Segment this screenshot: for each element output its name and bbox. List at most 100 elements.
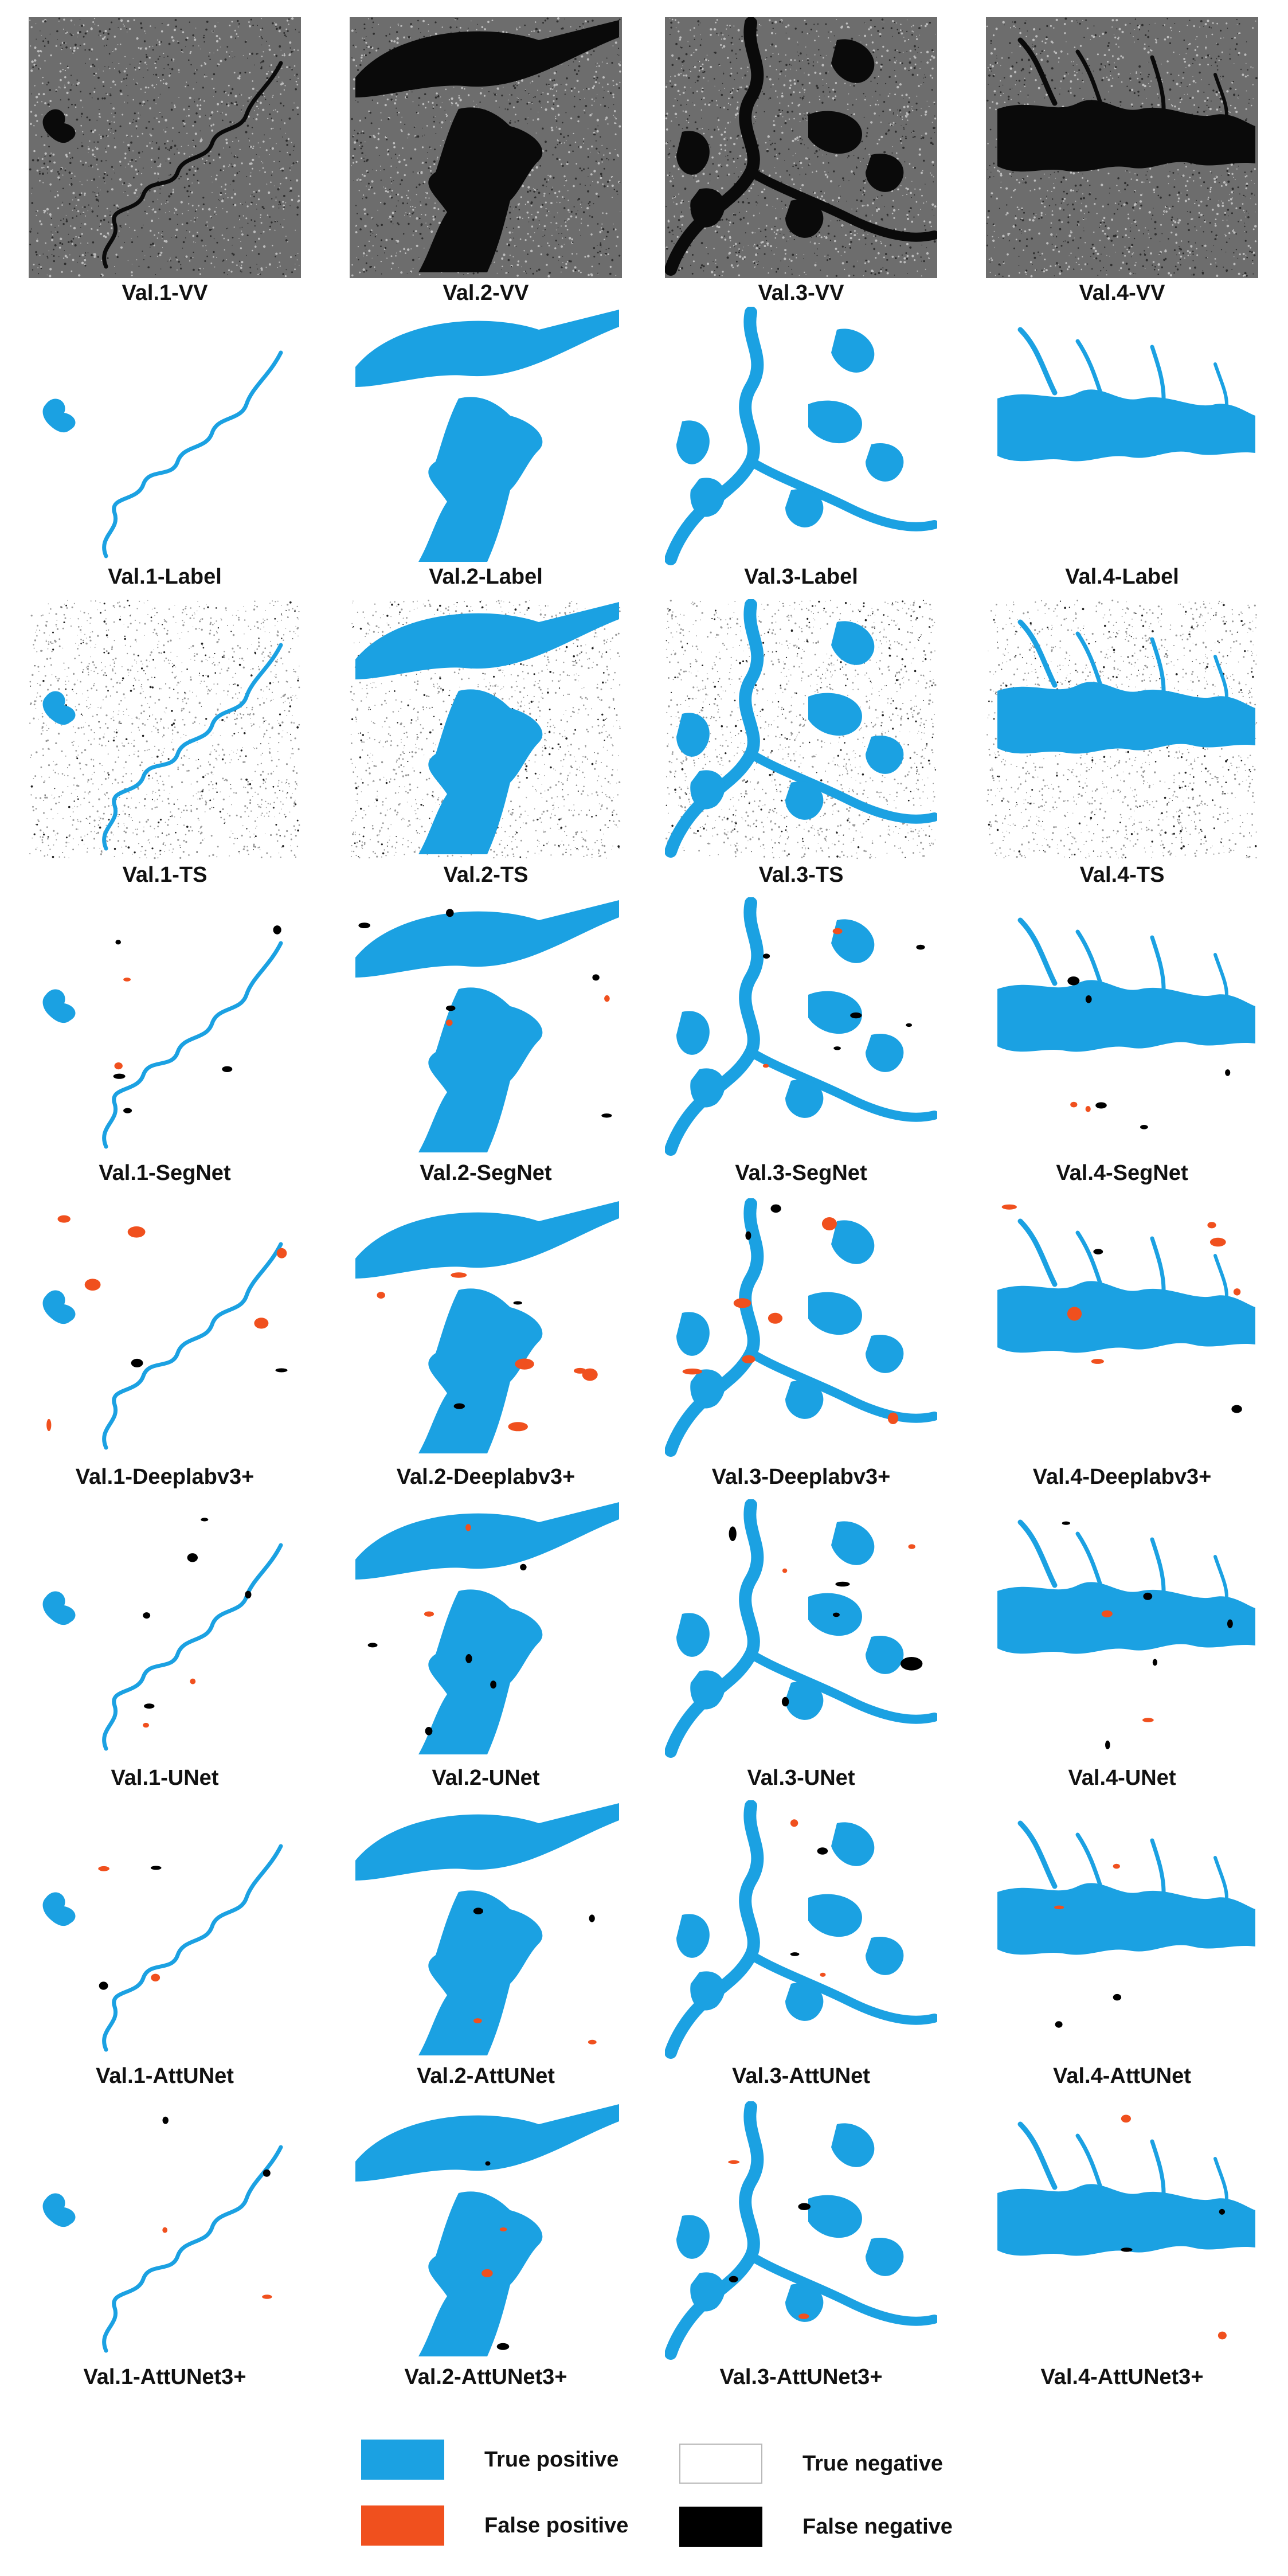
sar-bright-speckle bbox=[528, 101, 530, 104]
sar-dark-speckle bbox=[508, 122, 511, 124]
sar-bright-speckle bbox=[1130, 79, 1132, 81]
sar-bright-speckle bbox=[144, 61, 146, 64]
sar-dark-speckle bbox=[182, 241, 185, 244]
sar-bright-speckle bbox=[412, 101, 414, 103]
sar-bright-speckle bbox=[1091, 34, 1093, 37]
sar-bright-speckle bbox=[1015, 239, 1017, 241]
sar-dark-speckle bbox=[92, 241, 95, 244]
sar-bright-speckle bbox=[548, 245, 550, 247]
sar-bright-speckle bbox=[762, 267, 764, 268]
sar-bright-speckle bbox=[512, 106, 515, 108]
sar-dark-speckle bbox=[934, 103, 935, 105]
sar-dark-speckle bbox=[365, 262, 367, 264]
sar-dark-speckle bbox=[700, 242, 703, 244]
sar-bright-speckle bbox=[819, 234, 821, 236]
sar-dark-speckle bbox=[707, 253, 709, 255]
sar-bright-speckle bbox=[97, 25, 99, 26]
sar-bright-speckle bbox=[112, 132, 114, 134]
sar-bright-speckle bbox=[385, 239, 388, 241]
sar-bright-speckle bbox=[1233, 263, 1236, 265]
sar-dark-speckle bbox=[296, 213, 299, 216]
sar-dark-speckle bbox=[238, 215, 241, 217]
sar-dark-speckle bbox=[733, 173, 735, 174]
sar-dark-speckle bbox=[82, 163, 84, 166]
sar-bright-speckle bbox=[918, 153, 921, 156]
sar-bright-speckle bbox=[816, 30, 818, 32]
sar-bright-speckle bbox=[600, 177, 602, 179]
sar-bright-speckle bbox=[516, 28, 518, 29]
sar-bright-speckle bbox=[721, 236, 723, 239]
sar-bright-speckle bbox=[519, 238, 522, 240]
sar-bright-speckle bbox=[702, 63, 704, 65]
sar-dark-speckle bbox=[570, 210, 573, 213]
sar-bright-speckle bbox=[596, 66, 598, 67]
sar-dark-speckle bbox=[76, 84, 77, 87]
sar-dark-speckle bbox=[167, 56, 169, 57]
sar-bright-speckle bbox=[135, 169, 137, 171]
sar-dark-speckle bbox=[874, 25, 876, 28]
sar-bright-speckle bbox=[228, 84, 230, 87]
sar-bright-speckle bbox=[355, 46, 357, 48]
sar-dark-speckle bbox=[863, 93, 864, 95]
sar-bright-speckle bbox=[222, 208, 224, 209]
sar-bright-speckle bbox=[1240, 219, 1242, 221]
sar-dark-speckle bbox=[820, 54, 821, 56]
sar-dark-speckle bbox=[911, 132, 913, 133]
sar-dark-speckle bbox=[97, 97, 99, 100]
sar-bright-speckle bbox=[424, 248, 425, 249]
sar-bright-speckle bbox=[871, 41, 874, 44]
sar-bright-speckle bbox=[418, 273, 421, 276]
sar-bright-speckle bbox=[593, 100, 595, 102]
sar-dark-speckle bbox=[582, 211, 585, 214]
sar-bright-speckle bbox=[606, 83, 609, 85]
sar-bright-speckle bbox=[158, 41, 161, 44]
sar-dark-speckle bbox=[410, 157, 412, 160]
sar-bright-speckle bbox=[397, 171, 399, 174]
sar-bright-speckle bbox=[186, 178, 189, 181]
sar-bright-speckle bbox=[792, 155, 794, 157]
sar-dark-speckle bbox=[589, 205, 590, 206]
sar-dark-speckle bbox=[711, 100, 714, 102]
sar-dark-speckle bbox=[260, 62, 261, 64]
sar-dark-speckle bbox=[68, 107, 69, 108]
sar-dark-speckle bbox=[35, 251, 37, 253]
sar-dark-speckle bbox=[708, 129, 710, 131]
sar-dark-speckle bbox=[570, 260, 572, 263]
sar-bright-speckle bbox=[549, 79, 551, 81]
sar-bright-speckle bbox=[403, 36, 405, 39]
sar-dark-speckle bbox=[874, 77, 876, 79]
sar-bright-speckle bbox=[705, 58, 707, 61]
sar-dark-speckle bbox=[418, 183, 421, 186]
sar-dark-speckle bbox=[205, 28, 208, 31]
sar-bright-speckle bbox=[670, 180, 672, 183]
sar-water-4 bbox=[808, 111, 862, 154]
sar-dark-speckle bbox=[744, 163, 746, 165]
sar-bright-speckle bbox=[871, 214, 873, 216]
sar-dark-speckle bbox=[418, 172, 421, 174]
sar-bright-speckle bbox=[1047, 190, 1048, 191]
sar-dark-speckle bbox=[261, 66, 263, 68]
sar-bright-speckle bbox=[920, 84, 922, 85]
sar-dark-speckle bbox=[397, 114, 398, 116]
sar-bright-speckle bbox=[217, 103, 220, 105]
sar-bright-speckle bbox=[537, 89, 538, 91]
sar-bright-speckle bbox=[398, 25, 399, 26]
sar-bright-speckle bbox=[103, 235, 105, 237]
sar-bright-speckle bbox=[527, 233, 529, 235]
sar-bright-speckle bbox=[898, 209, 899, 210]
sar-bright-speckle bbox=[275, 109, 276, 111]
sar-dark-speckle bbox=[152, 141, 153, 143]
sar-dark-speckle bbox=[197, 167, 199, 170]
sar-dark-speckle bbox=[187, 84, 189, 87]
sar-bright-speckle bbox=[853, 113, 855, 115]
sar-dark-speckle bbox=[115, 130, 117, 132]
sar-bright-speckle bbox=[1238, 52, 1240, 54]
sar-bright-speckle bbox=[546, 264, 548, 266]
sar-bright-speckle bbox=[234, 95, 237, 97]
sar-dark-speckle bbox=[880, 64, 883, 66]
sar-bright-speckle bbox=[135, 189, 138, 191]
sar-bright-speckle bbox=[568, 151, 570, 154]
sar-dark-speckle bbox=[67, 154, 69, 156]
sar-dark-speckle bbox=[600, 244, 602, 247]
sar-bright-speckle bbox=[216, 214, 217, 215]
